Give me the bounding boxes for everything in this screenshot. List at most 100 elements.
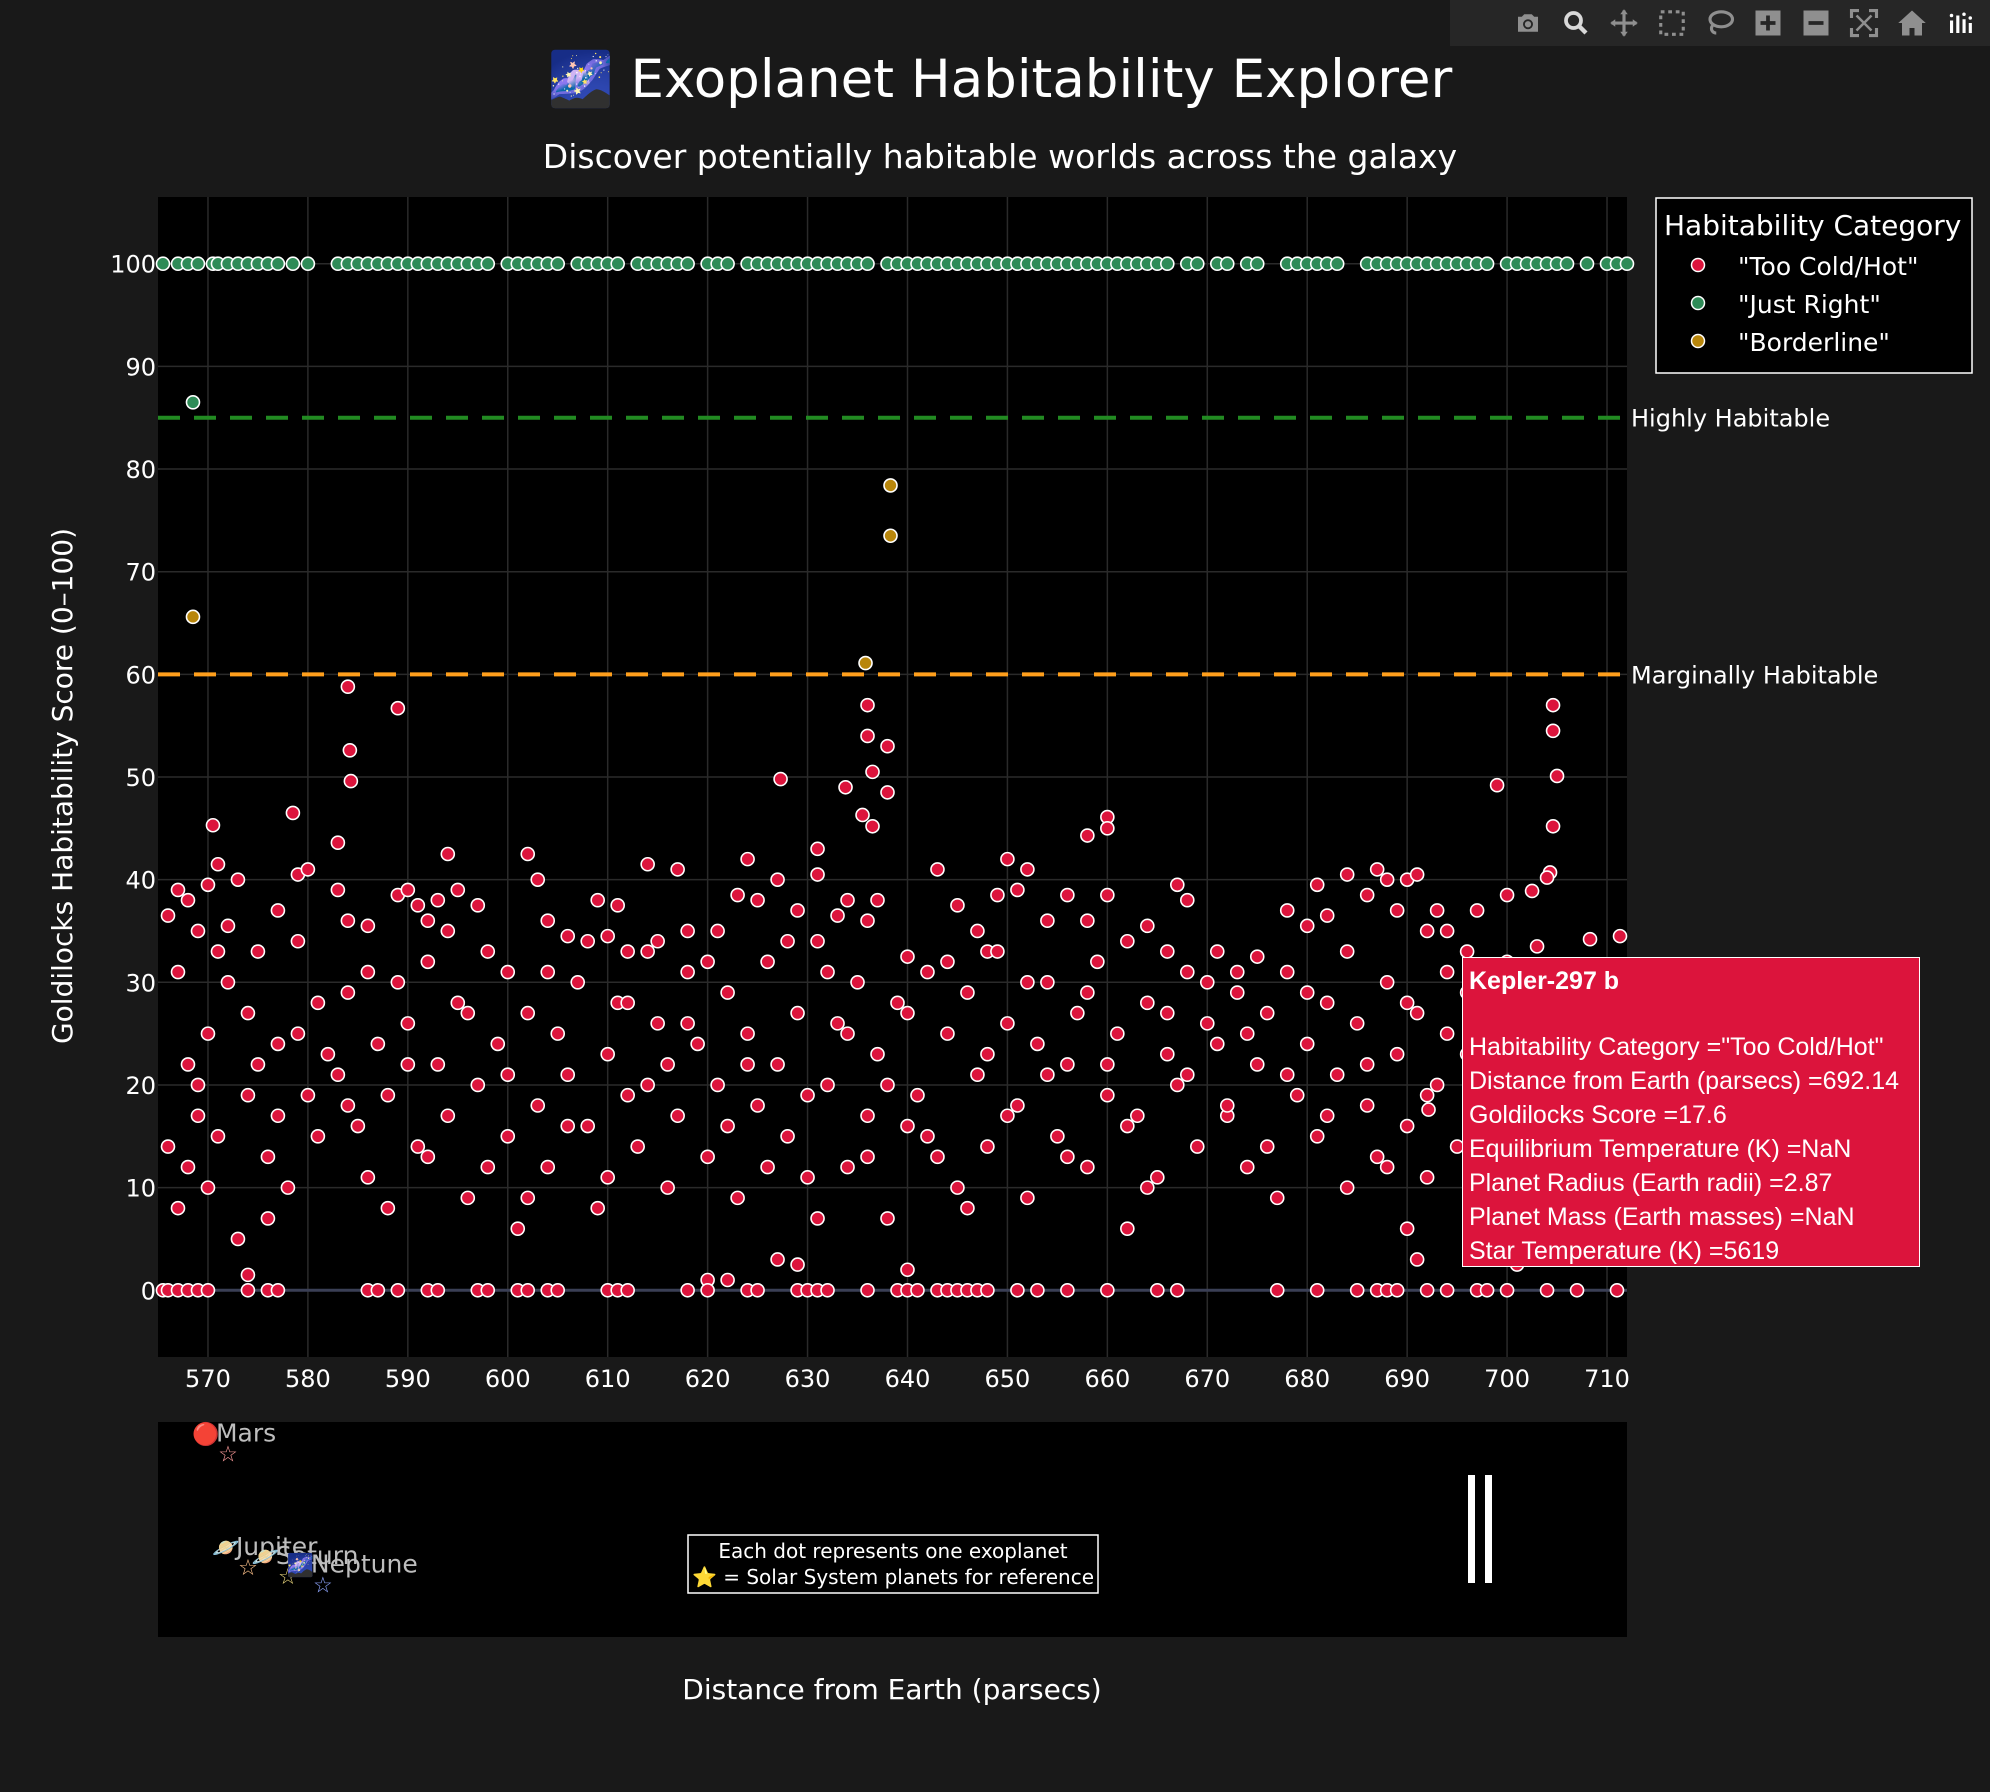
data-point[interactable] (1100, 887, 1115, 903)
data-point[interactable] (250, 1057, 266, 1072)
data-point[interactable] (170, 1200, 186, 1216)
data-point[interactable] (1529, 939, 1545, 954)
zoom-icon[interactable] (1556, 3, 1596, 43)
data-point[interactable] (700, 954, 715, 970)
data-point[interactable] (410, 898, 426, 913)
data-point[interactable] (500, 1128, 516, 1144)
data-point[interactable] (620, 1282, 635, 1298)
data-point[interactable] (1399, 1118, 1415, 1134)
data-point[interactable] (1219, 1098, 1235, 1113)
data-point[interactable] (590, 1200, 606, 1216)
data-point[interactable] (1170, 877, 1185, 893)
data-point[interactable] (780, 933, 795, 949)
data-point[interactable] (1020, 862, 1035, 877)
data-point[interactable] (1030, 1036, 1045, 1052)
data-point[interactable] (1399, 1221, 1415, 1236)
data-point[interactable] (790, 1257, 805, 1272)
data-point[interactable] (1379, 1159, 1395, 1175)
data-point[interactable] (870, 892, 885, 908)
data-point[interactable] (650, 1016, 665, 1031)
data-point[interactable] (1359, 1098, 1375, 1113)
data-point[interactable] (1209, 944, 1225, 959)
data-point[interactable] (620, 995, 635, 1011)
data-point[interactable] (920, 1128, 935, 1144)
data-point[interactable] (420, 954, 436, 970)
legend-item[interactable]: "Borderline" (1690, 328, 1890, 357)
data-point[interactable] (680, 1282, 695, 1298)
data-point[interactable] (720, 985, 735, 1000)
data-point[interactable] (550, 256, 566, 272)
data-point[interactable] (1000, 1016, 1015, 1031)
data-point[interactable] (720, 1272, 735, 1288)
data-point[interactable] (240, 1005, 256, 1021)
data-point[interactable] (880, 1211, 895, 1226)
data-point[interactable] (860, 1282, 875, 1298)
data-point[interactable] (430, 1282, 446, 1298)
data-point[interactable] (980, 1282, 995, 1298)
pan-icon[interactable] (1604, 3, 1644, 43)
data-point[interactable] (760, 1159, 775, 1175)
data-point[interactable] (1319, 995, 1335, 1011)
data-point[interactable] (270, 1108, 286, 1124)
data-point[interactable] (1299, 985, 1315, 1000)
data-point[interactable] (1409, 1252, 1425, 1267)
data-points[interactable] (155, 256, 1635, 1298)
data-point[interactable] (230, 1231, 246, 1247)
data-point[interactable] (1179, 892, 1195, 908)
data-point[interactable] (1269, 1190, 1285, 1206)
data-point[interactable] (250, 944, 266, 959)
data-point[interactable] (600, 1046, 615, 1062)
data-point[interactable] (1409, 867, 1425, 882)
data-point[interactable] (590, 892, 606, 908)
data-point[interactable] (480, 1282, 496, 1298)
data-point[interactable] (205, 817, 221, 833)
data-point[interactable] (1140, 918, 1155, 934)
legend-item[interactable]: "Too Cold/Hot" (1690, 252, 1919, 281)
data-point[interactable] (670, 1108, 685, 1124)
data-point[interactable] (1409, 1005, 1425, 1021)
data-point[interactable] (858, 655, 873, 671)
home-icon[interactable] (1892, 3, 1932, 43)
data-point[interactable] (560, 1067, 576, 1082)
data-point[interactable] (880, 785, 895, 800)
data-point[interactable] (780, 1128, 795, 1144)
data-point[interactable] (970, 923, 985, 939)
data-point[interactable] (1259, 1005, 1275, 1021)
data-point[interactable] (190, 1108, 206, 1124)
data-point[interactable] (810, 933, 825, 949)
data-point[interactable] (180, 892, 196, 908)
data-point[interactable] (430, 892, 446, 908)
data-point[interactable] (420, 1149, 436, 1165)
data-point[interactable] (1160, 1046, 1175, 1062)
data-point[interactable] (680, 964, 695, 980)
data-point[interactable] (470, 1077, 486, 1093)
data-point[interactable] (1539, 1282, 1555, 1298)
data-point[interactable] (520, 846, 536, 862)
data-point[interactable] (1000, 1108, 1015, 1124)
range-slider-handle[interactable] (1468, 1475, 1492, 1583)
data-point[interactable] (570, 975, 586, 990)
data-point[interactable] (860, 913, 875, 929)
data-point[interactable] (190, 1077, 206, 1093)
data-point[interactable] (310, 1128, 326, 1144)
data-point[interactable] (690, 1036, 705, 1052)
data-point[interactable] (200, 1026, 216, 1041)
data-point[interactable] (1299, 1036, 1315, 1052)
data-point[interactable] (1545, 818, 1561, 834)
data-point[interactable] (1359, 887, 1375, 903)
data-point[interactable] (400, 1057, 416, 1072)
data-point[interactable] (300, 1087, 316, 1103)
data-point[interactable] (1219, 256, 1235, 272)
data-point[interactable] (1379, 872, 1395, 887)
data-point[interactable] (750, 1098, 765, 1113)
data-point[interactable] (310, 995, 326, 1011)
data-point[interactable] (820, 964, 835, 980)
data-point[interactable] (830, 908, 845, 923)
data-point[interactable] (910, 1087, 925, 1103)
data-point[interactable] (1170, 1077, 1185, 1093)
data-point[interactable] (1249, 949, 1265, 964)
data-point[interactable] (700, 1149, 715, 1165)
data-point[interactable] (1279, 1067, 1295, 1082)
data-point[interactable] (550, 1282, 566, 1298)
data-point[interactable] (210, 1128, 226, 1144)
